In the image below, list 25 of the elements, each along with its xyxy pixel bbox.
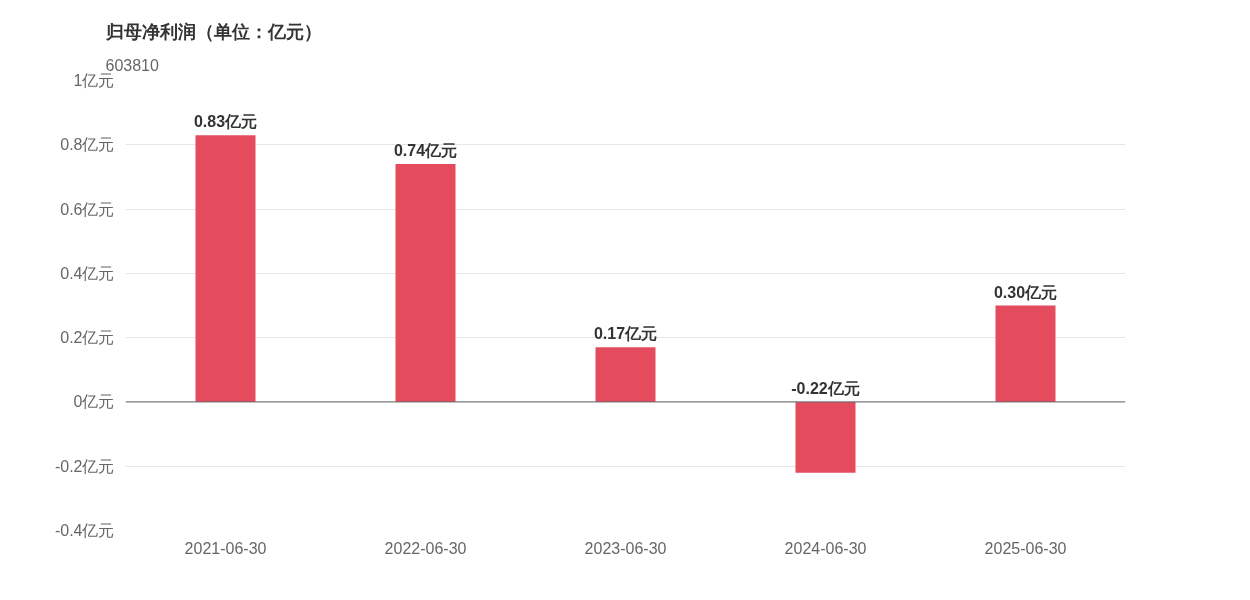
x-tick-label: 2024-06-30 — [784, 539, 867, 557]
data-label: 0.17亿元 — [593, 325, 658, 343]
y-tick-label: 0.8亿元 — [60, 136, 115, 154]
x-tick-label: 2025-06-30 — [984, 539, 1067, 557]
x-tick-label: 2022-06-30 — [384, 539, 467, 557]
bar — [395, 164, 456, 402]
x-tick-label: 2021-06-30 — [184, 539, 267, 557]
data-label: 0.30亿元 — [993, 283, 1058, 301]
bar — [195, 135, 256, 402]
data-label: -0.22亿元 — [791, 379, 860, 397]
bar — [595, 347, 656, 402]
data-label: 0.83亿元 — [193, 113, 258, 131]
y-tick-label: -0.2亿元 — [54, 457, 115, 475]
x-tick-label: 2023-06-30 — [584, 539, 667, 557]
data-label: 0.74亿元 — [393, 142, 458, 160]
y-tick-label: 0.4亿元 — [60, 264, 115, 282]
y-tick-label: 0.2亿元 — [60, 329, 115, 347]
bar — [995, 305, 1056, 402]
y-tick-label: 0.6亿元 — [60, 200, 115, 218]
y-tick-label: -0.4亿元 — [54, 522, 115, 539]
y-tick-label: 0亿元 — [73, 393, 115, 411]
chart-title: 归母净利润（单位：亿元） — [104, 21, 322, 42]
y-tick-label: 1亿元 — [73, 72, 115, 89]
bar — [795, 401, 856, 473]
chart-subtitle: 603810 — [105, 56, 159, 74]
